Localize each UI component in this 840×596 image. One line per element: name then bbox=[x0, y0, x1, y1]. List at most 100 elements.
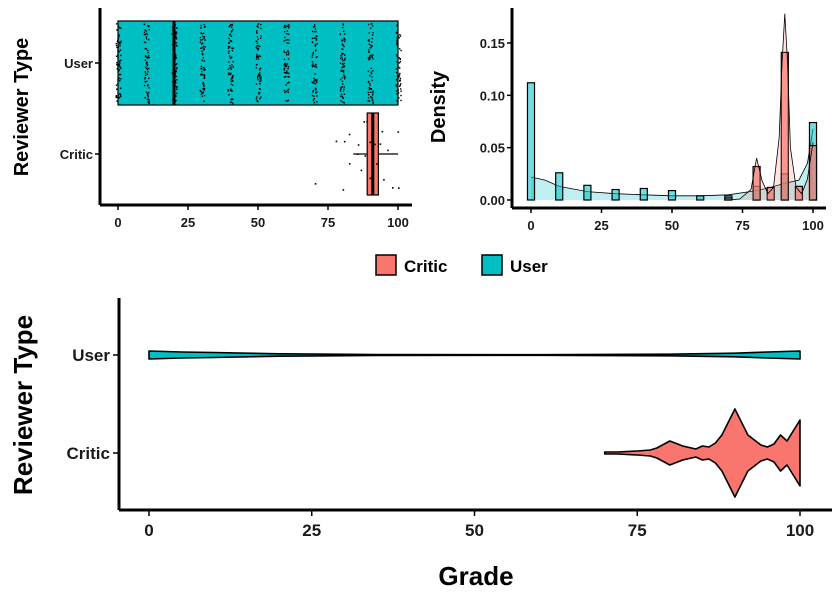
user-density-line bbox=[530, 128, 814, 197]
user-jitter-point bbox=[285, 84, 287, 86]
user-jitter-point bbox=[172, 48, 174, 51]
user-jitter-point bbox=[232, 102, 234, 105]
user-jitter-point bbox=[367, 39, 369, 42]
user-jitter-point bbox=[119, 43, 121, 45]
user-jitter-point bbox=[287, 88, 290, 90]
user-jitter-point bbox=[115, 84, 118, 86]
user-jitter-point bbox=[144, 29, 146, 31]
user-jitter-point bbox=[369, 75, 371, 77]
critic-jitter-point bbox=[356, 153, 359, 155]
density-x-tick-label: 0 bbox=[527, 218, 534, 233]
user-jitter-point bbox=[257, 75, 259, 77]
user-jitter-point bbox=[228, 42, 230, 44]
user-jitter-point bbox=[311, 94, 314, 97]
user-box bbox=[117, 20, 399, 106]
user-jitter-point bbox=[231, 64, 233, 66]
user-jitter-point bbox=[228, 64, 231, 67]
user-jitter-point bbox=[175, 75, 177, 78]
user-jitter-point bbox=[395, 90, 398, 92]
user-jitter-point bbox=[255, 58, 258, 60]
user-jitter-point bbox=[231, 98, 233, 100]
user-jitter-point bbox=[172, 69, 175, 71]
user-jitter-point bbox=[203, 69, 206, 71]
user-jitter-point bbox=[283, 58, 286, 61]
user-jitter-point bbox=[288, 81, 290, 83]
user-jitter-point bbox=[371, 94, 374, 96]
critic-histogram-bar bbox=[780, 51, 789, 201]
user-jitter-point bbox=[173, 67, 176, 70]
user-jitter-point bbox=[119, 80, 121, 82]
user-jitter-point bbox=[371, 41, 373, 43]
user-jitter-point bbox=[368, 100, 371, 102]
user-jitter-point bbox=[369, 46, 372, 49]
user-jitter-point bbox=[286, 70, 288, 72]
user-jitter-point bbox=[176, 45, 178, 47]
density-x-tick-label: 75 bbox=[735, 218, 749, 233]
user-jitter-point bbox=[259, 55, 262, 58]
user-jitter-point bbox=[171, 33, 173, 35]
user-jitter-point bbox=[369, 27, 372, 29]
user-jitter-point bbox=[395, 85, 398, 88]
box-x-tick-label: 50 bbox=[251, 215, 265, 230]
user-jitter-point bbox=[370, 96, 373, 99]
user-jitter-point bbox=[341, 66, 343, 69]
user-jitter-point bbox=[257, 26, 259, 28]
user-jitter-point bbox=[146, 68, 149, 71]
user-jitter-point bbox=[255, 31, 258, 34]
box-y-tick-label: Critic bbox=[60, 147, 93, 162]
user-jitter-point bbox=[118, 77, 120, 79]
user-jitter-point bbox=[367, 81, 370, 84]
user-jitter-point bbox=[284, 36, 286, 39]
user-jitter-point bbox=[147, 102, 150, 104]
user-jitter-point bbox=[145, 55, 147, 57]
user-jitter-point bbox=[146, 64, 149, 67]
user-jitter-point bbox=[398, 76, 400, 78]
user-jitter-point bbox=[312, 91, 314, 93]
user-jitter-point bbox=[341, 96, 344, 99]
user-jitter-point bbox=[367, 94, 370, 96]
user-jitter-point bbox=[313, 37, 315, 39]
user-jitter-point bbox=[287, 58, 290, 60]
user-jitter-point bbox=[369, 55, 371, 57]
user-jitter-point bbox=[203, 75, 206, 78]
user-jitter-point bbox=[230, 88, 232, 90]
user-jitter-point bbox=[256, 25, 258, 27]
user-jitter-point bbox=[227, 68, 230, 70]
user-jitter-point bbox=[260, 23, 262, 26]
density-y-tick-label: 0.05 bbox=[480, 141, 505, 156]
user-jitter-point bbox=[285, 39, 287, 41]
user-jitter-point bbox=[315, 66, 318, 68]
user-jitter-point bbox=[288, 76, 290, 78]
user-jitter-point bbox=[311, 81, 313, 83]
user-histogram-bar bbox=[526, 82, 536, 201]
user-jitter-point bbox=[255, 67, 258, 69]
user-jitter-point bbox=[201, 42, 204, 44]
violin-x-axis-title: Grade bbox=[438, 561, 513, 591]
user-jitter-point bbox=[119, 94, 122, 96]
user-jitter-point bbox=[175, 54, 177, 56]
user-jitter-point bbox=[143, 23, 145, 25]
user-jitter-point bbox=[368, 32, 370, 34]
user-jitter-point bbox=[147, 94, 149, 97]
user-jitter-point bbox=[147, 93, 149, 96]
user-jitter-point bbox=[201, 33, 203, 35]
user-jitter-point bbox=[175, 63, 177, 66]
user-jitter-point bbox=[396, 41, 398, 44]
user-jitter-point bbox=[341, 62, 344, 65]
user-jitter-point bbox=[370, 44, 372, 47]
user-jitter-point bbox=[231, 49, 234, 52]
user-jitter-point bbox=[203, 37, 205, 40]
user-jitter-point bbox=[371, 98, 373, 101]
user-jitter-point bbox=[116, 64, 118, 66]
user-jitter-point bbox=[203, 66, 205, 69]
user-jitter-point bbox=[257, 45, 260, 47]
user-jitter-point bbox=[395, 68, 398, 70]
critic-jitter-point bbox=[383, 178, 385, 181]
user-jitter-point bbox=[313, 65, 315, 67]
user-jitter-point bbox=[341, 48, 343, 50]
user-jitter-point bbox=[340, 95, 342, 97]
user-jitter-point bbox=[342, 23, 344, 25]
user-jitter-point bbox=[171, 26, 174, 28]
user-jitter-point bbox=[203, 23, 205, 26]
critic-jitter-point bbox=[371, 134, 373, 136]
